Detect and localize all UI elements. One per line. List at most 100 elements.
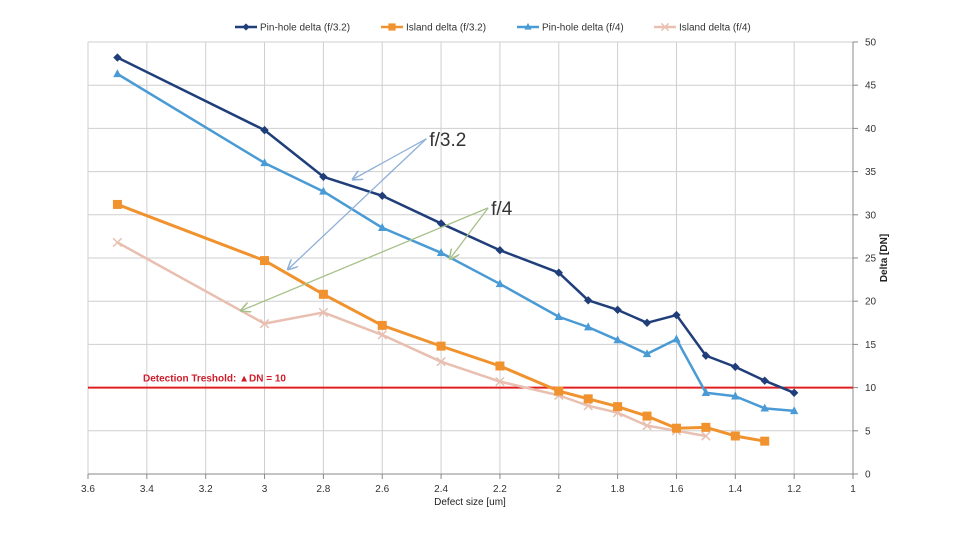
x-tick-label: 3.6 (81, 484, 95, 495)
legend-item: Island delta (f/4) (654, 23, 751, 34)
x-marker-stroke (436, 356, 446, 367)
data-point-triangle (731, 391, 740, 400)
data-point-x (377, 330, 387, 340)
x-tick-label: 3.2 (199, 484, 213, 495)
legend-item: Pin-hole delta (f/3.2) (235, 23, 350, 34)
x-marker-stroke (112, 237, 123, 248)
legend-label: Pin-hole delta (f/4) (542, 23, 624, 34)
x-tick-label: 1.2 (787, 484, 801, 495)
x-tick-labels: 3.6 3.4 3.2 3 2.8 2.6 2.4 2.2 2 1.8 1.6 1.4 1.2 1 (81, 474, 856, 495)
data-point-x (318, 307, 329, 318)
annotation-label: f/4 (491, 199, 513, 220)
annotation-arrow (353, 138, 427, 180)
data-point-square (495, 361, 505, 371)
data-point-square (388, 23, 396, 31)
data-point-triangle (319, 186, 328, 195)
annotation-arrow (450, 207, 489, 259)
x-marker-stroke (701, 431, 711, 441)
legend-label: Pin-hole delta (f/3.2) (260, 23, 350, 34)
data-point-triangle (495, 279, 505, 288)
data-point-diamond (701, 351, 711, 360)
series-island-delta-f-3-2 (112, 199, 770, 446)
x-tick-label: 1.4 (728, 484, 742, 495)
data-point-diamond (436, 219, 446, 228)
data-point-diamond (642, 318, 652, 327)
data-point-x (495, 376, 505, 387)
annotations: f/3.2 f/4 (241, 130, 513, 311)
x-tick-label: 2 (556, 484, 562, 495)
x-marker-stroke (259, 318, 270, 329)
legend-label: Island delta (f/3.2) (406, 23, 486, 34)
series-line (116, 241, 707, 438)
data-point-diamond (789, 388, 799, 397)
data-point-square (613, 402, 623, 412)
legend-label: Island delta (f/4) (679, 23, 751, 34)
data-point-diamond (495, 246, 505, 255)
y-tick-label: 45 (865, 81, 877, 92)
data-point-x (660, 22, 670, 32)
data-point-triangle (378, 223, 387, 231)
data-point-diamond (613, 305, 622, 315)
data-point-triangle (760, 403, 769, 412)
series-lines (112, 53, 799, 446)
x-axis-title: Defect size [um] (434, 497, 506, 508)
data-point-x (436, 356, 446, 367)
y-tick-label: 25 (865, 254, 877, 265)
data-point-x (701, 431, 711, 441)
data-point-triangle (554, 312, 563, 320)
y-tick-label: 40 (865, 124, 877, 135)
y-tick-label: 10 (865, 383, 877, 394)
data-point-square (318, 289, 328, 299)
data-point-diamond (554, 268, 563, 277)
annotation-arrow (241, 207, 489, 311)
data-point-diamond (731, 362, 740, 372)
y-tick-label: 30 (865, 210, 877, 221)
legend: Pin-hole delta (f/3.2) Island delta (f/3.… (235, 23, 751, 34)
data-point-square (730, 431, 740, 441)
data-point-triangle (613, 335, 622, 344)
data-point-triangle (260, 158, 269, 167)
x-tick-label: 3 (262, 484, 268, 495)
data-point-triangle (436, 248, 446, 257)
data-point-square (583, 394, 593, 404)
data-point-diamond (113, 53, 122, 62)
data-point-triangle (524, 22, 532, 30)
y-tick-labels: 0 5 10 15 20 25 30 35 40 45 50 (853, 38, 877, 481)
data-point-triangle (113, 69, 122, 78)
data-point-square (554, 386, 564, 396)
annotation-arrow (288, 138, 427, 269)
x-tick-label: 2.6 (375, 484, 389, 495)
annotation-label: f/3.2 (429, 130, 466, 151)
x-tick-label: 3.4 (140, 484, 154, 495)
data-point-square (260, 256, 270, 266)
x-marker-stroke (377, 330, 387, 340)
data-point-square (436, 341, 446, 351)
series-line (116, 56, 795, 394)
series-pin-hole-delta-f-4 (113, 69, 799, 415)
data-point-x (112, 237, 123, 248)
y-tick-label: 50 (865, 38, 877, 49)
legend-item: Pin-hole delta (f/4) (517, 23, 624, 34)
data-point-diamond (583, 296, 593, 305)
data-point-square (760, 436, 770, 446)
data-point-diamond (672, 310, 681, 320)
data-point-diamond (378, 191, 387, 200)
x-tick-label: 2.4 (434, 484, 448, 495)
data-point-square (377, 320, 387, 330)
data-point-triangle (672, 334, 681, 343)
data-point-triangle (789, 406, 799, 415)
x-tick-label: 2.8 (316, 484, 330, 495)
x-tick-label: 1.8 (611, 484, 625, 495)
x-marker-stroke (660, 22, 670, 32)
gridlines (87, 41, 854, 475)
x-tick-label: 1.6 (670, 484, 684, 495)
threshold-label: Detection Treshold: ▲DN = 10 (143, 374, 286, 385)
series-pin-hole-delta-f-3-2 (113, 53, 799, 397)
data-point-diamond (260, 125, 269, 135)
data-point-triangle (583, 322, 593, 331)
data-point-diamond (760, 376, 769, 385)
y-tick-label: 35 (865, 167, 877, 178)
data-point-square (671, 423, 681, 433)
data-point-square (642, 411, 652, 421)
